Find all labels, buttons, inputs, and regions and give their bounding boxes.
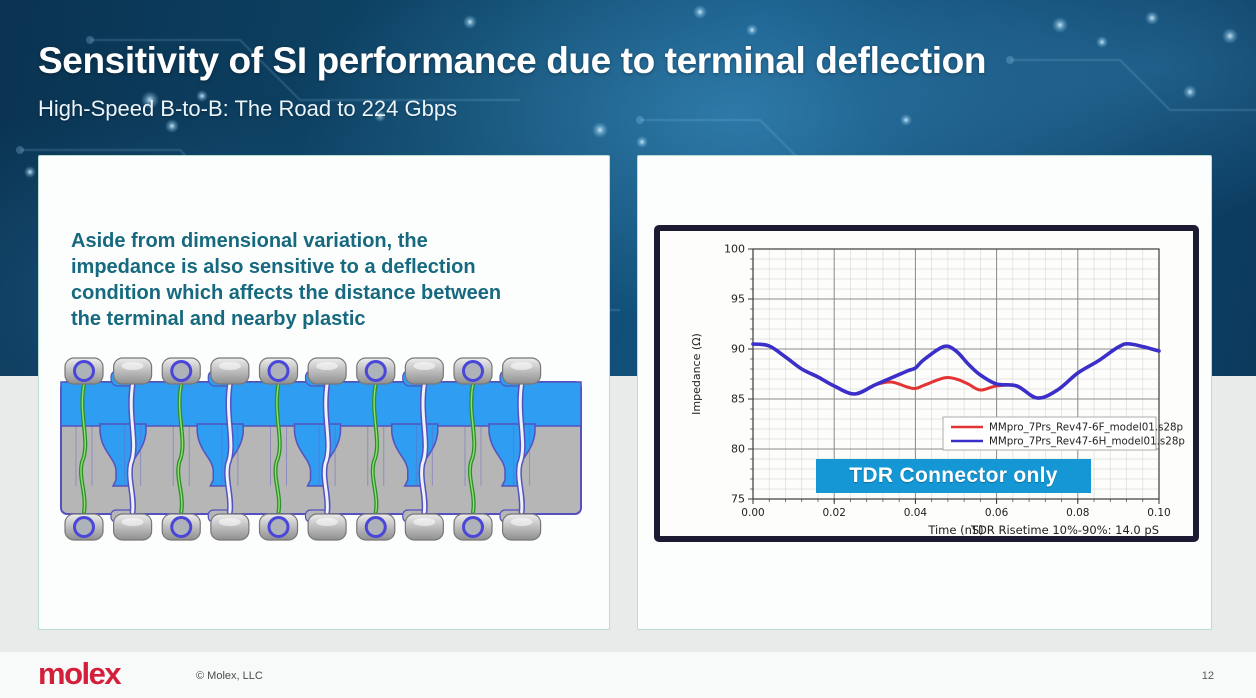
- svg-text:0.08: 0.08: [1066, 507, 1089, 519]
- svg-text:85: 85: [731, 393, 745, 406]
- svg-text:Impedance (Ω): Impedance (Ω): [690, 333, 703, 415]
- chart-frame: 0.00 0.02 0.04 0.06 0.08 0.10 75 80 85 90 95 100 Tim…: [654, 225, 1199, 542]
- svg-text:0.00: 0.00: [741, 507, 764, 519]
- left-card: Aside from dimensional variation, the im…: [38, 155, 610, 630]
- right-card: 0.00 0.02 0.04 0.06 0.08 0.10 75 80 85 90 95 100 Tim…: [637, 155, 1212, 630]
- svg-text:0.04: 0.04: [904, 507, 928, 519]
- description-text: Aside from dimensional variation, the im…: [71, 230, 502, 330]
- svg-text:0.02: 0.02: [823, 507, 846, 519]
- chart-svg: 0.00 0.02 0.04 0.06 0.08 0.10 75 80 85 90 95 100 Tim…: [690, 243, 1185, 537]
- svg-text:0.10: 0.10: [1147, 507, 1170, 519]
- svg-text:TDR Risetime 10%-90%: 14.0 pS: TDR Risetime 10%-90%: 14.0 pS: [970, 523, 1159, 536]
- svg-text:90: 90: [731, 343, 745, 356]
- svg-text:80: 80: [731, 443, 745, 456]
- svg-text:MMpro_7Prs_Rev47-6H_model01.s2: MMpro_7Prs_Rev47-6H_model01.s28p: [989, 436, 1185, 448]
- page-subtitle: High-Speed B-to-B: The Road to 224 Gbps: [38, 96, 458, 121]
- svg-text:MMpro_7Prs_Rev47-6F_model01.s2: MMpro_7Prs_Rev47-6F_model01.s28p: [989, 422, 1183, 434]
- svg-text:75: 75: [731, 493, 745, 506]
- page-number: 12: [1201, 670, 1214, 682]
- footer: molex © Molex, LLC 12: [0, 652, 1256, 698]
- molex-logo: molex: [38, 656, 122, 691]
- svg-text:Time (nS): Time (nS): [927, 523, 983, 536]
- svg-text:100: 100: [724, 243, 745, 256]
- svg-text:95: 95: [731, 293, 745, 306]
- svg-text:0.06: 0.06: [985, 507, 1009, 519]
- connector-cross-section-illustration: [60, 357, 582, 541]
- page-title: Sensitivity of SI performance due to ter…: [38, 40, 987, 81]
- copyright-text: © Molex, LLC: [196, 670, 263, 682]
- tdr-badge: TDR Connector only: [816, 459, 1091, 493]
